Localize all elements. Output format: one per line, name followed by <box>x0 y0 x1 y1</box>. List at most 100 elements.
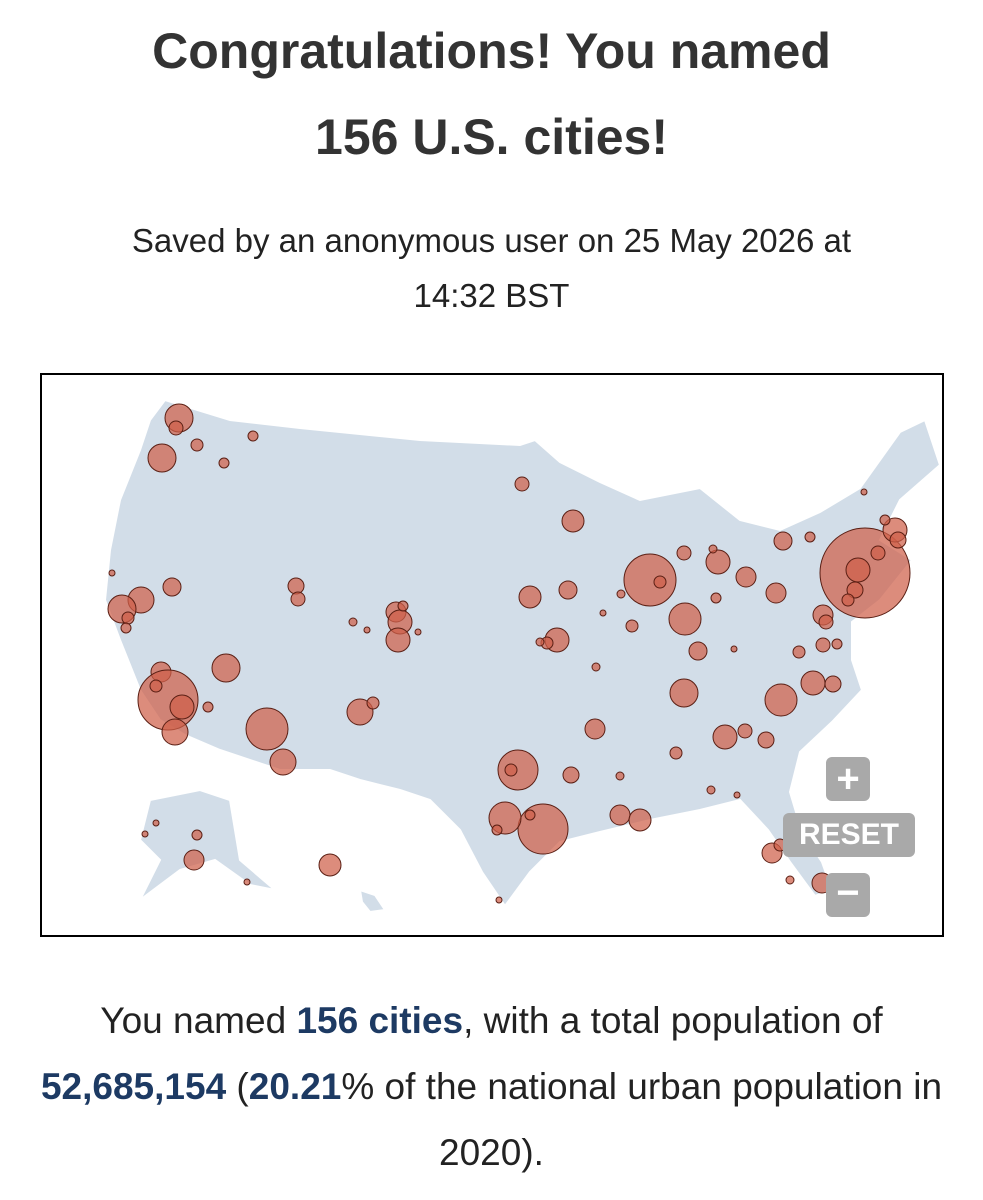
city-marker <box>290 591 306 607</box>
city-marker <box>625 619 639 633</box>
city-marker <box>599 609 607 617</box>
city-marker <box>247 430 259 442</box>
city-marker <box>524 809 536 821</box>
city-marker <box>764 683 798 717</box>
city-marker <box>169 694 195 720</box>
city-marker <box>561 509 585 533</box>
city-marker <box>818 614 834 630</box>
city-marker <box>141 830 149 838</box>
city-marker <box>348 617 358 627</box>
alaska <box>138 788 279 901</box>
text: ( <box>226 1066 249 1107</box>
city-marker <box>211 653 241 683</box>
city-marker <box>653 575 667 589</box>
city-marker <box>202 701 214 713</box>
city-marker <box>120 622 132 634</box>
city-marker <box>287 577 305 595</box>
city-marker <box>517 803 569 855</box>
city-marker <box>773 531 793 551</box>
city-marker <box>615 771 625 781</box>
city-marker <box>183 849 205 871</box>
city-marker <box>504 763 518 777</box>
highlight: 156 cities <box>296 1000 464 1041</box>
city-marker <box>737 723 753 739</box>
city-marker <box>800 670 826 696</box>
city-marker <box>514 476 530 492</box>
city-marker <box>245 707 289 751</box>
city-marker <box>668 602 702 636</box>
highlight: 52,685,154 <box>40 1066 227 1107</box>
city-marker <box>733 791 741 799</box>
city-marker <box>108 569 116 577</box>
city-marker <box>879 514 891 526</box>
city-marker <box>870 545 886 561</box>
city-marker <box>414 628 422 636</box>
city-marker <box>149 679 163 693</box>
text: % of the national urban population in 20… <box>341 1066 943 1173</box>
city-marker <box>889 531 907 549</box>
zoom-in-button[interactable]: + <box>826 757 870 801</box>
city-marker <box>815 637 831 653</box>
city-marker <box>162 577 182 597</box>
city-marker <box>152 819 160 827</box>
city-marker <box>243 878 251 886</box>
city-marker <box>792 645 806 659</box>
city-marker <box>735 566 757 588</box>
map <box>40 373 944 937</box>
city-marker <box>712 724 738 750</box>
city-marker <box>168 420 184 436</box>
city-marker <box>147 443 177 473</box>
city-marker <box>616 589 626 599</box>
city-marker <box>562 766 580 784</box>
city-marker <box>495 896 503 904</box>
subtitle: Saved by an anonymous user on 25 May 202… <box>131 222 852 259</box>
zoom-out-button[interactable]: − <box>826 873 870 917</box>
city-marker <box>121 611 135 625</box>
city-marker <box>518 585 542 609</box>
city-marker <box>846 581 864 599</box>
city-marker <box>346 698 374 726</box>
text: You named <box>100 1000 297 1041</box>
city-marker <box>591 662 601 672</box>
city-marker <box>804 531 816 543</box>
city-marker <box>688 641 708 661</box>
subtitle: 14:32 BST <box>413 277 570 314</box>
city-marker <box>497 749 539 791</box>
city-marker <box>161 718 189 746</box>
reset-button[interactable]: RESET <box>783 813 915 857</box>
city-marker <box>845 557 871 583</box>
title: Congratulations! You named <box>152 23 831 79</box>
city-marker <box>385 627 411 653</box>
city-marker <box>535 637 545 647</box>
city-marker <box>831 638 843 650</box>
city-marker <box>706 785 716 795</box>
city-marker <box>491 824 503 836</box>
highlight: 20.21 <box>248 1066 342 1107</box>
title: 156 U.S. cities! <box>315 109 668 165</box>
city-marker <box>318 853 342 877</box>
city-marker <box>785 875 795 885</box>
city-marker <box>669 678 699 708</box>
city-marker <box>623 553 677 607</box>
city-marker <box>558 580 578 600</box>
city-marker <box>710 592 722 604</box>
city-marker <box>860 488 868 496</box>
city-marker <box>705 549 731 575</box>
city-marker <box>669 746 683 760</box>
city-marker <box>366 696 380 710</box>
city-marker <box>609 804 631 826</box>
city-marker <box>730 645 738 653</box>
city-marker <box>676 545 692 561</box>
summary: You named 156 cities, with a total popul… <box>30 988 953 1186</box>
city-marker <box>824 675 842 693</box>
city-marker <box>397 600 409 612</box>
city-marker <box>269 748 297 776</box>
city-marker <box>584 718 606 740</box>
city-marker <box>708 544 718 554</box>
city-marker <box>190 438 204 452</box>
city-marker <box>765 582 787 604</box>
city-marker <box>363 626 371 634</box>
city-marker <box>218 457 230 469</box>
city-marker <box>628 808 652 832</box>
